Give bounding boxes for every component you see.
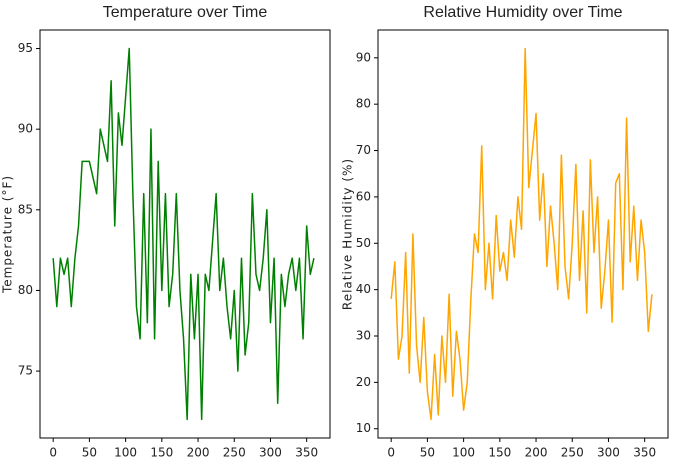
y-tick-label: 10 <box>356 421 371 435</box>
axes-frame <box>39 29 331 439</box>
y-tick-label: 90 <box>18 122 33 136</box>
x-tick-label: 150 <box>488 446 511 460</box>
y-tick-label: 20 <box>356 375 371 389</box>
data-line <box>52 47 315 421</box>
y-tick-label: 50 <box>356 236 371 250</box>
y-tick-label: 80 <box>356 97 371 111</box>
x-tick-label: 250 <box>561 446 584 460</box>
subplot: Relative Humidity over Time Relative Humi… <box>341 4 669 460</box>
x-tick-label: 350 <box>633 446 656 460</box>
x-tick-label: 200 <box>187 446 210 460</box>
x-tick-label: 0 <box>387 446 395 460</box>
x-tick-label: 100 <box>114 446 137 460</box>
x-tick-label: 350 <box>295 446 318 460</box>
x-tick-label: 0 <box>49 446 57 460</box>
y-tick-label: 70 <box>356 143 371 157</box>
x-tick-label: 150 <box>150 446 173 460</box>
x-tick-label: 50 <box>420 446 435 460</box>
x-tick-label: 250 <box>223 446 246 460</box>
y-tick-label: 75 <box>18 364 33 378</box>
x-tick-label: 100 <box>452 446 475 460</box>
x-tick-label: 50 <box>82 446 97 460</box>
subplot: Temperature over Time Temperature (°F) 0 50… <box>1 4 331 460</box>
axes-frame <box>377 29 669 439</box>
y-axis-label: Relative Humidity (%) <box>341 158 355 310</box>
y-tick-label: 30 <box>356 329 371 343</box>
y-tick-label: 40 <box>356 282 371 296</box>
y-tick-label: 95 <box>18 41 33 55</box>
chart-title: Relative Humidity over Time <box>423 4 622 21</box>
y-tick-label: 85 <box>18 202 33 216</box>
y-tick-label: 80 <box>18 283 33 297</box>
data-line <box>390 47 653 421</box>
y-tick-label: 60 <box>356 189 371 203</box>
x-tick-label: 300 <box>259 446 282 460</box>
y-tick-label: 90 <box>356 50 371 64</box>
chart-title: Temperature over Time <box>103 4 268 21</box>
y-axis-label: Temperature (°F) <box>1 175 15 294</box>
x-tick-label: 200 <box>525 446 548 460</box>
x-tick-label: 300 <box>597 446 620 460</box>
